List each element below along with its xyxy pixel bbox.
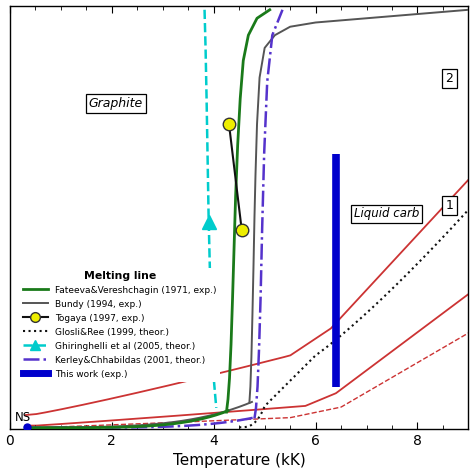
- Text: Graphite: Graphite: [89, 97, 143, 110]
- Text: Liquid carb: Liquid carb: [354, 207, 419, 220]
- X-axis label: Temperature (kK): Temperature (kK): [173, 454, 306, 468]
- Text: NS: NS: [15, 411, 31, 424]
- Legend: Fateeva&Vereshchagin (1971, exp.), Bundy (1994, exp.), Togaya (1997, exp.), Glos: Fateeva&Vereshchagin (1971, exp.), Bundy…: [19, 267, 220, 382]
- Text: 1: 1: [446, 199, 454, 212]
- Text: 2: 2: [446, 72, 454, 85]
